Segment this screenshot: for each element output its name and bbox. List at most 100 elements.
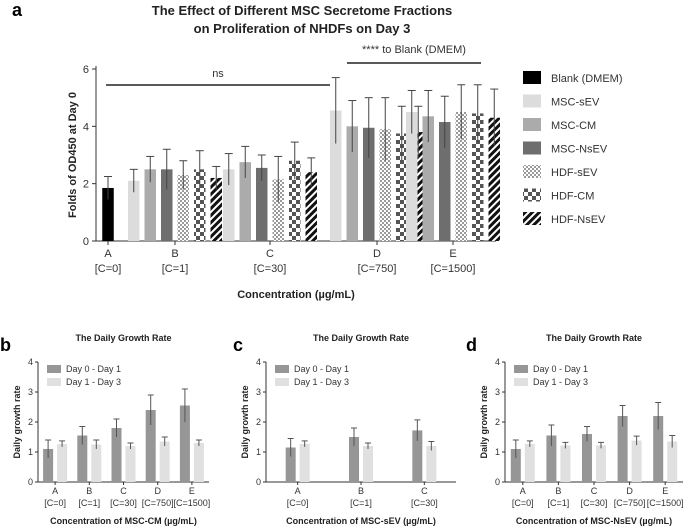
bar-a: [144, 169, 156, 241]
x-tick-conc-c: [C=30]: [411, 498, 438, 508]
legend-swatch-d: [514, 378, 528, 386]
y-tick-label-d: 2: [495, 417, 500, 427]
y-tick-label-a: 4: [83, 121, 89, 133]
x-tick-conc-b: [C=750]: [142, 498, 174, 508]
y-axis-label-b: Daily growth rate: [12, 385, 22, 458]
x-tick-letter-b: E: [189, 486, 195, 496]
bar-a: [102, 187, 114, 241]
legend-swatch-a: [523, 141, 541, 155]
x-tick-letter-a: D: [373, 248, 381, 260]
bar-a: [223, 169, 235, 241]
bar-a: [346, 126, 358, 241]
panel-label-c: c: [233, 335, 243, 355]
x-tick-letter-a: A: [104, 248, 112, 260]
x-axis-label-b: Concentration of MSC-CM (µg/mL): [50, 516, 197, 526]
panel-label-b: b: [0, 335, 11, 355]
legend-label-a: HDF-CM: [551, 191, 594, 203]
chart-title-d: The Daily Growth Rate: [546, 333, 642, 343]
legend-swatch-a: [523, 94, 541, 108]
x-tick-letter-d: E: [662, 486, 668, 496]
legend-label-c: Day 1 - Day 3: [294, 377, 349, 387]
bar-a: [330, 110, 342, 241]
bar-b: [43, 449, 54, 482]
y-axis-label-d: Daily growth rate: [479, 385, 489, 458]
x-tick-conc-d: [C=0]: [512, 498, 534, 508]
bar-c: [426, 446, 437, 482]
x-tick-letter-c: A: [295, 486, 301, 496]
legend-swatch-c: [275, 365, 289, 373]
bar-a: [406, 112, 418, 241]
bar-d: [667, 441, 678, 482]
bar-b: [77, 435, 88, 482]
x-tick-conc-a: [C=1]: [162, 263, 189, 275]
bar-a: [396, 133, 408, 241]
bar-a: [161, 169, 173, 241]
x-tick-conc-d: [C=30]: [581, 498, 608, 508]
legend-label-a: Blank (DMEM): [551, 73, 623, 85]
legend-label-a: HDF-NsEV: [551, 214, 606, 226]
bar-d: [617, 416, 628, 482]
x-tick-letter-a: E: [449, 248, 456, 260]
bar-d: [524, 443, 535, 482]
bar-a: [379, 129, 391, 241]
y-tick-label-c: 1: [256, 447, 261, 457]
bar-a: [472, 113, 484, 241]
x-tick-conc-a: [C=1500]: [431, 263, 476, 275]
bar-c: [299, 443, 310, 482]
x-tick-letter-b: A: [52, 486, 58, 496]
legend-swatch-a: [523, 118, 541, 131]
bar-b: [179, 405, 190, 482]
annotation-significance: **** to Blank (DMEM): [362, 44, 466, 56]
y-tick-label-d: 4: [495, 357, 500, 367]
y-axis-label-a: Folds of OD450 at Day 0: [67, 92, 79, 218]
bar-d: [582, 434, 592, 482]
bar-b: [159, 441, 170, 482]
bar-c: [363, 446, 373, 482]
y-tick-label-b: 4: [28, 357, 33, 367]
bar-d: [546, 435, 557, 482]
y-tick-label-d: 3: [495, 387, 500, 397]
bar-a: [439, 122, 451, 241]
bar-a: [422, 116, 434, 241]
legend-label-d: Day 0 - Day 1: [533, 364, 588, 374]
x-tick-letter-d: D: [626, 486, 633, 496]
annotation-ns: ns: [212, 68, 224, 80]
legend-label-b: Day 0 - Day 1: [66, 364, 121, 374]
y-tick-label-a: 0: [83, 236, 89, 248]
chart-title-a-line2: on Proliferation of NHDFs on Day 3: [194, 21, 411, 36]
bar-a: [488, 117, 500, 241]
bar-a: [289, 160, 301, 241]
bar-a: [177, 175, 189, 241]
legend-swatch-b: [47, 378, 61, 386]
chart-title-a-line1: The Effect of Different MSC Secretome Fr…: [152, 3, 453, 18]
bar-a: [128, 180, 140, 241]
bar-b: [91, 444, 102, 482]
x-tick-conc-a: [C=30]: [254, 263, 287, 275]
x-tick-letter-b: D: [154, 486, 161, 496]
chart-title-b: The Daily Growth Rate: [75, 333, 171, 343]
x-tick-letter-c: C: [421, 486, 428, 496]
x-axis-label-d: Concentration of MSC-NsEV (µg/mL): [516, 516, 672, 526]
bar-a: [455, 112, 467, 241]
y-tick-label-b: 0: [28, 477, 33, 487]
x-tick-conc-d: [C=1]: [548, 498, 570, 508]
bar-a: [363, 127, 375, 241]
y-tick-label-b: 2: [28, 417, 33, 427]
x-tick-conc-c: [C=0]: [287, 498, 309, 508]
x-axis-label-a: Concentration (µg/mL): [237, 289, 355, 301]
legend-swatch-a: [523, 165, 541, 178]
bar-d: [631, 440, 642, 482]
x-tick-letter-b: C: [120, 486, 127, 496]
y-tick-label-c: 0: [256, 477, 261, 487]
bar-c: [285, 447, 296, 482]
bar-a: [194, 169, 206, 241]
x-tick-letter-d: A: [520, 486, 526, 496]
bar-b: [193, 443, 204, 482]
legend-swatch-d: [514, 365, 528, 373]
panel-label-a: a: [12, 0, 23, 20]
bar-a: [412, 132, 424, 241]
legend-swatch-c: [275, 378, 289, 386]
y-tick-label-c: 4: [256, 357, 261, 367]
legend-label-a: HDF-sEV: [551, 167, 598, 179]
